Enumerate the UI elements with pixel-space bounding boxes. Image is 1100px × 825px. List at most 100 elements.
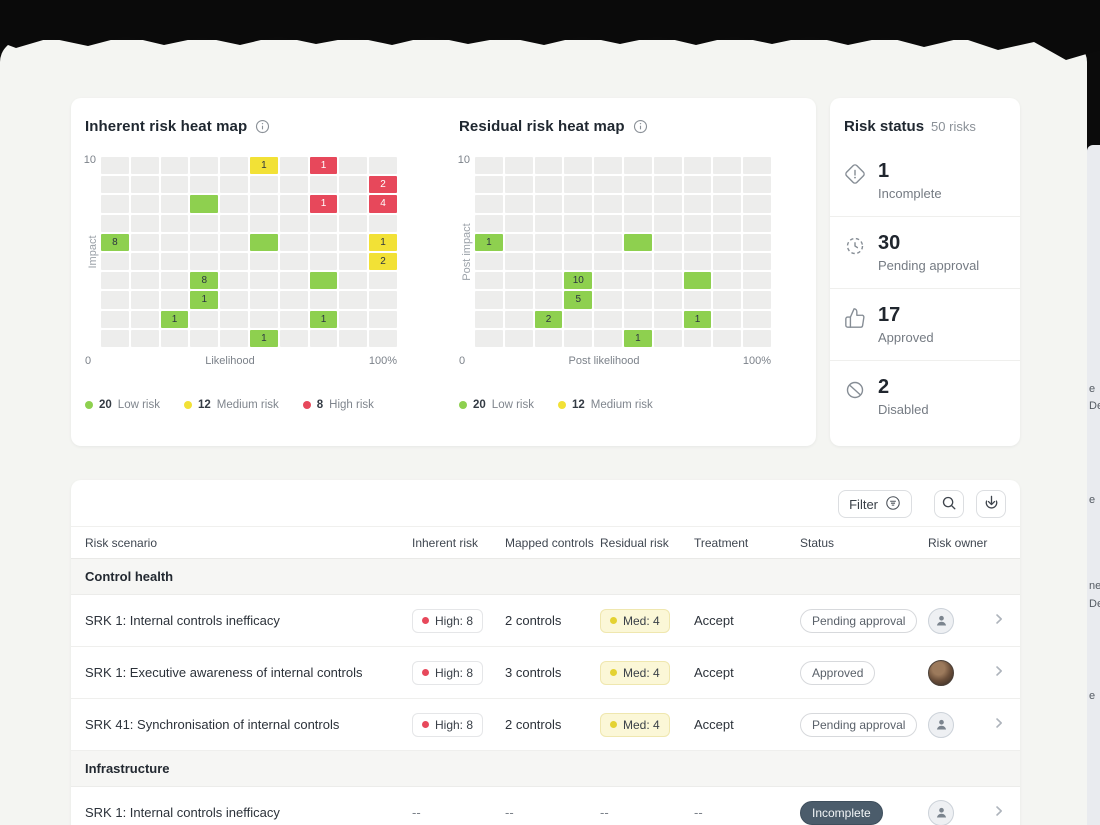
pending-clock-icon <box>844 235 866 257</box>
heatmap-cell <box>309 272 338 290</box>
heatmap-cell <box>130 310 159 328</box>
risk-level-pill: High: 8 <box>412 712 484 737</box>
heatmap-cell <box>743 157 771 175</box>
table-row[interactable]: SRK 41: Synchronisation of internal cont… <box>71 699 1020 751</box>
treatment-cell: Accept <box>694 717 734 732</box>
edge-text-fragment: ne <box>1089 580 1100 592</box>
heatmap-cell <box>369 157 397 175</box>
info-icon[interactable] <box>255 119 270 134</box>
heatmap-cell <box>564 253 593 271</box>
group-name: Control health <box>85 569 174 584</box>
heatmap-cell <box>130 195 159 213</box>
table-row[interactable]: SRK 1: Executive awareness of internal c… <box>71 647 1020 699</box>
table-group-row: Infrastructure <box>71 751 1020 787</box>
heatmap-cell <box>504 176 533 194</box>
person-avatar[interactable] <box>928 799 954 825</box>
heatmap-cell <box>713 157 742 175</box>
risk-status-item: 30 Pending approval <box>830 216 1020 288</box>
heatmap-cell <box>594 157 622 175</box>
legend-item: 20 Low risk <box>85 399 160 411</box>
heatmap-cell <box>279 176 308 194</box>
heatmap-cell <box>653 329 682 347</box>
heatmap-cell <box>279 195 308 213</box>
column-header-residual-risk: Residual risk <box>600 535 669 550</box>
chevron-right-icon[interactable] <box>992 612 1006 629</box>
heatmap-cell <box>653 157 682 175</box>
risk-scenario-cell: SRK 41: Synchronisation of internal cont… <box>85 717 340 732</box>
heatmap-cell <box>101 176 129 194</box>
risk-dot-icon <box>422 617 429 624</box>
background-page-edge: e De e ne De e <box>1087 145 1100 825</box>
heatmap-cell <box>101 195 129 213</box>
search-button[interactable] <box>934 490 964 518</box>
heatmap-cell <box>713 310 742 328</box>
heatmap-cell <box>594 253 622 271</box>
thumbs-up-icon <box>844 307 866 329</box>
heatmap-cell <box>249 176 278 194</box>
heatmap-cell <box>249 233 278 251</box>
legend-dot-icon <box>302 401 311 409</box>
treatment-cell: Accept <box>694 613 734 628</box>
filter-button[interactable]: Filter <box>838 490 912 518</box>
heatmap-cell <box>743 291 771 309</box>
heatmap-cell <box>653 310 682 328</box>
heatmap-cell <box>279 272 308 290</box>
risk-owner-cell <box>928 711 988 738</box>
heatmap-cell: 1 <box>475 233 503 251</box>
heatmap-cell <box>279 291 308 309</box>
mapped-controls-cell: 2 controls <box>505 717 562 732</box>
risk-scenario-cell: SRK 1: Executive awareness of internal c… <box>85 665 363 680</box>
status-cell: Pending approval <box>800 608 928 633</box>
heatmap-cell <box>594 272 622 290</box>
table-row[interactable]: SRK 1: Internal controls inefficacy High:… <box>71 595 1020 647</box>
table-row[interactable]: SRK 1: Internal controls inefficacy -- -- -… <box>71 787 1020 825</box>
heatmap-cell: 1 <box>623 329 652 347</box>
heatmap-cell <box>653 233 682 251</box>
heatmap-cell <box>160 195 189 213</box>
chevron-right-icon[interactable] <box>992 716 1006 733</box>
heatmap-cell <box>309 214 338 232</box>
heatmap-cell <box>534 253 563 271</box>
photo-avatar[interactable] <box>928 659 954 686</box>
heatmap-cell <box>683 272 712 290</box>
heatmap-cell <box>220 214 248 232</box>
heatmap-cell <box>653 214 682 232</box>
heatmap-cell <box>220 233 248 251</box>
column-header-mapped-controls: Mapped controls <box>505 535 594 550</box>
heatmap-cell <box>713 233 742 251</box>
risk-status-count: 2 <box>878 376 890 398</box>
heatmap-cell: 5 <box>564 291 593 309</box>
heatmap-cell: 1 <box>249 157 278 175</box>
heatmap-cell <box>339 310 368 328</box>
heatmap-cell <box>249 272 278 290</box>
risk-status-list: 1 Incomplete 30 Pending approval 17 Approved 2… <box>830 145 1020 432</box>
heatmap-cell <box>743 253 771 271</box>
chevron-right-icon[interactable] <box>992 664 1006 681</box>
person-avatar[interactable] <box>928 711 954 738</box>
row-chevron-cell <box>988 612 1006 629</box>
heatmap-cell <box>653 291 682 309</box>
residual-legend: 20 Low risk 12 Medium risk <box>459 399 789 411</box>
export-button[interactable] <box>976 490 1006 518</box>
risk-dot-icon <box>610 721 617 728</box>
legend-label: Medium risk <box>590 399 653 411</box>
risk-status-count: 30 <box>878 232 901 254</box>
chevron-right-icon[interactable] <box>992 804 1006 821</box>
risk-status-title: Risk status <box>844 118 925 135</box>
x-axis-label: Post likelihood <box>568 355 640 367</box>
status-badge: Incomplete <box>800 800 883 825</box>
heatmap-cell <box>475 329 503 347</box>
person-avatar[interactable] <box>928 607 954 634</box>
heatmap-cell <box>130 253 159 271</box>
heatmap-cell <box>713 214 742 232</box>
column-header-risk-owner: Risk owner <box>928 535 988 550</box>
heatmap-cell <box>160 291 189 309</box>
heatmap-cell <box>623 253 652 271</box>
legend-item: 12 Medium risk <box>183 399 279 411</box>
heatmap-cell <box>504 233 533 251</box>
info-icon[interactable] <box>633 119 648 134</box>
status-cell: Approved <box>800 660 928 685</box>
